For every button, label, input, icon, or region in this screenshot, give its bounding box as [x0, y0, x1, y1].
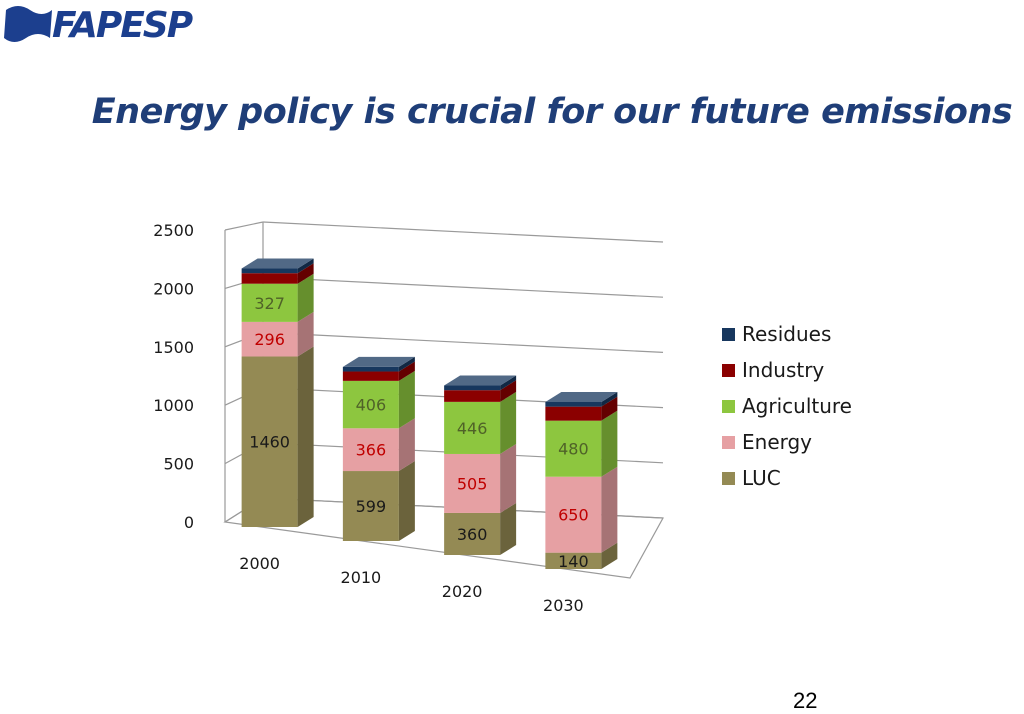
bar-side-industry-2000	[297, 263, 314, 284]
y-tick-label: 0	[184, 513, 194, 532]
legend-label: Industry	[742, 358, 824, 382]
bar-group-2030: 140 650 480	[545, 391, 618, 571]
x-category-label: 2030	[543, 596, 584, 615]
bar-side-residues-2020	[500, 375, 517, 391]
bar-luc-2020	[444, 512, 501, 555]
bar-agriculture-2010	[342, 380, 399, 429]
bar-group-2020: 360 505 446	[444, 375, 517, 555]
legend-label: Agriculture	[742, 394, 852, 418]
bar-side-energy-2010	[398, 418, 415, 472]
bar-side-agriculture-2000	[297, 273, 314, 322]
bar-industry-2020	[444, 390, 501, 402]
bar-side-luc-2030	[601, 542, 618, 569]
legend-item-luc: LUC	[722, 466, 781, 490]
data-label: 140	[558, 552, 589, 571]
bar-side-luc-2000	[297, 346, 314, 527]
legend-item-agriculture: Agriculture	[722, 394, 852, 418]
data-label: 505	[457, 474, 488, 493]
bar-residues-2010	[342, 366, 399, 372]
data-label: 327	[254, 294, 285, 313]
bar-side-energy-2000	[297, 311, 314, 357]
bar-side-agriculture-2030	[601, 410, 618, 477]
legend-item-industry: Industry	[722, 358, 824, 382]
data-label: 446	[457, 419, 488, 438]
y-tick-label: 1000	[153, 396, 194, 415]
bar-agriculture-2000	[241, 283, 298, 322]
y-tick-label: 1500	[153, 338, 194, 357]
logo-text: FAPESP	[52, 5, 193, 46]
x-category-label: 2020	[442, 582, 483, 601]
bar-agriculture-2030	[545, 420, 602, 477]
bar-side-residues-2030	[601, 391, 618, 407]
bar-energy-2030	[545, 476, 602, 553]
data-label: 1460	[249, 433, 290, 452]
bar-side-industry-2020	[500, 380, 517, 402]
bar-side-luc-2020	[500, 502, 517, 555]
bar-group-2010: 599 366 406	[342, 356, 415, 541]
legend-item-residues: Residues	[722, 322, 831, 346]
y-tick-label: 2000	[153, 279, 194, 298]
bar-top-2010	[342, 356, 415, 367]
bar-industry-2000	[241, 273, 298, 284]
bar-side-energy-2030	[601, 466, 618, 553]
bar-residues-2030	[545, 401, 602, 407]
bar-residues-2000	[241, 268, 298, 274]
legend-item-energy: Energy	[722, 430, 812, 454]
data-label: 650	[558, 506, 589, 525]
y-tick-label: 500	[163, 455, 194, 474]
legend-label: LUC	[742, 466, 781, 490]
legend-swatch	[722, 400, 735, 413]
data-label: 296	[254, 330, 285, 349]
bar-top-2000	[241, 258, 314, 269]
legend-label: Energy	[742, 430, 812, 454]
bar-side-agriculture-2010	[398, 370, 415, 429]
x-category-label: 2010	[341, 568, 382, 587]
legend-swatch	[722, 328, 735, 341]
bar-energy-2020	[444, 453, 501, 513]
bar-side-energy-2020	[500, 443, 517, 513]
flag-logo-icon	[4, 6, 52, 42]
bar-energy-2000	[241, 321, 298, 357]
data-label: 599	[356, 497, 387, 516]
gridline	[262, 221, 664, 243]
bar-top-2020	[444, 375, 517, 386]
bar-side-industry-2030	[601, 396, 618, 421]
bar-luc-2030	[545, 552, 602, 569]
page-number: 22	[793, 688, 818, 713]
bar-side-residues-2000	[297, 258, 314, 274]
bar-luc-2010	[342, 471, 399, 541]
bar-luc-2000	[241, 356, 298, 527]
gridline-side	[224, 221, 264, 231]
data-label: 366	[356, 441, 387, 460]
bar-side-industry-2010	[398, 361, 415, 381]
legend-swatch	[722, 364, 735, 377]
bar-industry-2010	[342, 371, 399, 381]
bar-industry-2030	[545, 406, 602, 421]
data-label: 360	[457, 525, 488, 544]
legend-swatch	[722, 472, 735, 485]
bar-side-residues-2010	[398, 356, 415, 372]
bar-side-luc-2010	[398, 461, 415, 541]
data-label: 480	[558, 440, 589, 459]
data-label: 406	[356, 396, 387, 415]
bar-top-2030	[545, 391, 618, 402]
legend-swatch	[722, 436, 735, 449]
bar-energy-2010	[342, 428, 399, 472]
x-category-label: 2000	[239, 554, 280, 573]
bar-residues-2020	[444, 385, 501, 391]
logo: FAPESP	[4, 4, 214, 46]
gridline	[262, 331, 664, 353]
legend-label: Residues	[742, 322, 831, 346]
bar-side-agriculture-2020	[500, 391, 517, 454]
gridline	[262, 276, 664, 298]
slide-title: Energy policy is crucial for our future …	[91, 92, 1013, 132]
y-tick-label: 2500	[153, 221, 194, 240]
bar-agriculture-2020	[444, 401, 501, 454]
bar-group-2000: 1460 296 327	[241, 258, 314, 527]
